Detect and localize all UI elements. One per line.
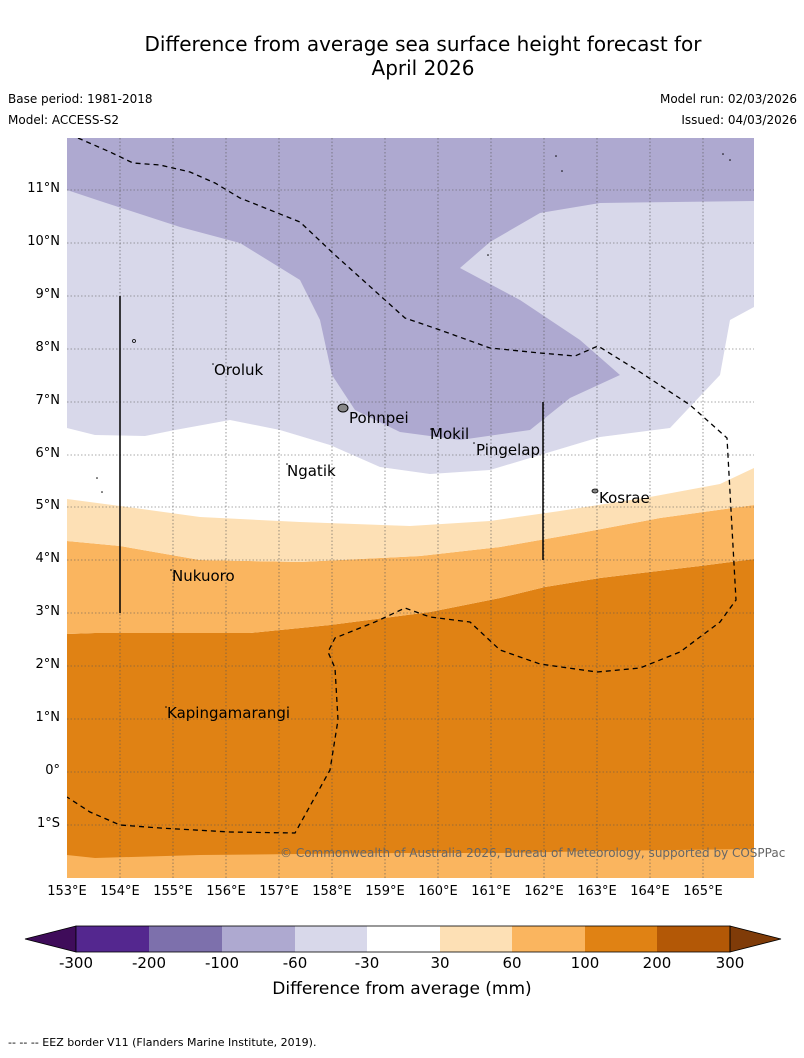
map-title: Difference from average sea surface heig… xyxy=(0,32,804,80)
pohnpei-island xyxy=(337,403,349,413)
kosrae-island xyxy=(591,488,599,494)
anomaly-band-100-200 xyxy=(67,559,754,878)
anomaly-band-30-60-south xyxy=(67,849,754,878)
colorbar-bin-3 xyxy=(222,926,295,952)
lon-label: 158°E xyxy=(312,884,352,899)
anomaly-band-60-100 xyxy=(67,505,754,634)
lon-label: 164°E xyxy=(630,884,670,899)
colorbar-tick: 30 xyxy=(430,954,450,972)
islet-mark xyxy=(132,339,136,343)
colorbar-tick: -60 xyxy=(282,954,308,972)
colorbar-bin-5 xyxy=(367,926,440,952)
lon-label: 154°E xyxy=(100,884,140,899)
place-kapingamarangi: Kapingamarangi xyxy=(167,704,291,722)
lon-label: 161°E xyxy=(471,884,511,899)
lat-label: 1°N xyxy=(35,710,61,725)
lon-label: 160°E xyxy=(418,884,458,899)
colorbar-below-triangle xyxy=(24,925,77,953)
lon-label: 165°E xyxy=(683,884,723,899)
lat-label: 11°N xyxy=(27,181,60,196)
place-pohnpei: Pohnpei xyxy=(349,409,409,427)
lat-label: 9°N xyxy=(35,287,61,302)
lon-label: 157°E xyxy=(259,884,299,899)
colorbar-title: Difference from average (mm) xyxy=(272,979,532,999)
base-period: Base period: 1981-2018 xyxy=(8,92,153,106)
colorbar-tick: -100 xyxy=(204,954,240,972)
place-mokil: Mokil xyxy=(430,425,470,443)
lat-label: 7°N xyxy=(35,393,61,408)
place-ngatik: Ngatik xyxy=(287,462,336,480)
anomaly-band-30-60 xyxy=(67,468,754,562)
colorbar-tick: -200 xyxy=(131,954,167,972)
colorbar-above-triangle xyxy=(729,925,782,953)
issued-date: Issued: 04/03/2026 xyxy=(681,113,797,127)
lat-label: 6°N xyxy=(35,446,61,461)
colorbar xyxy=(24,925,782,953)
lon-label: 163°E xyxy=(577,884,617,899)
anomaly-band-minus60-minus100 xyxy=(67,138,754,440)
place-kosrae: Kosrae xyxy=(599,489,650,507)
colorbar-tick: -30 xyxy=(354,954,380,972)
place-pingelap: Pingelap xyxy=(476,441,541,459)
colorbar-bin-9 xyxy=(657,926,730,952)
lat-label: 5°N xyxy=(35,498,61,513)
colorbar-bin-6 xyxy=(440,926,512,952)
title-line-1: Difference from average sea surface heig… xyxy=(144,32,702,56)
colorbar-bin-7 xyxy=(512,926,585,952)
eez-border xyxy=(67,138,737,834)
colorbar-tick: 60 xyxy=(502,954,522,972)
lat-label: 3°N xyxy=(35,604,61,619)
lat-label: 2°N xyxy=(35,657,61,672)
colorbar-tick: 200 xyxy=(642,954,672,972)
colorbar-bin-8 xyxy=(585,926,657,952)
lat-label: 10°N xyxy=(27,234,60,249)
colorbar-bin-2 xyxy=(149,926,222,952)
lon-label: 159°E xyxy=(365,884,405,899)
lon-label: 156°E xyxy=(206,884,246,899)
lon-label: 155°E xyxy=(153,884,193,899)
footnote-eez: -- -- -- EEZ border V11 (Flanders Marine… xyxy=(8,1036,317,1049)
lat-label: 4°N xyxy=(35,551,61,566)
model-run: Model run: 02/03/2026 xyxy=(659,92,797,106)
lat-label: 1°S xyxy=(36,816,60,831)
colorbar-tick: -300 xyxy=(58,954,94,972)
colorbar-bin-4 xyxy=(295,926,367,952)
title-line-2: April 2026 xyxy=(371,56,475,80)
place-nukuoro: Nukuoro xyxy=(172,567,235,585)
colorbar-tick: 300 xyxy=(715,954,745,972)
colorbar-tick: 100 xyxy=(570,954,600,972)
colorbar-bin-1 xyxy=(76,926,149,952)
copyright-notice: © Commonwealth of Australia 2026, Bureau… xyxy=(280,846,786,860)
lon-label: 162°E xyxy=(524,884,564,899)
place-oroluk: Oroluk xyxy=(214,361,264,379)
lat-label: 0° xyxy=(45,763,60,778)
lon-label: 153°E xyxy=(47,884,87,899)
lat-label: 8°N xyxy=(35,340,61,355)
model-name: Model: ACCESS-S2 xyxy=(8,113,120,127)
